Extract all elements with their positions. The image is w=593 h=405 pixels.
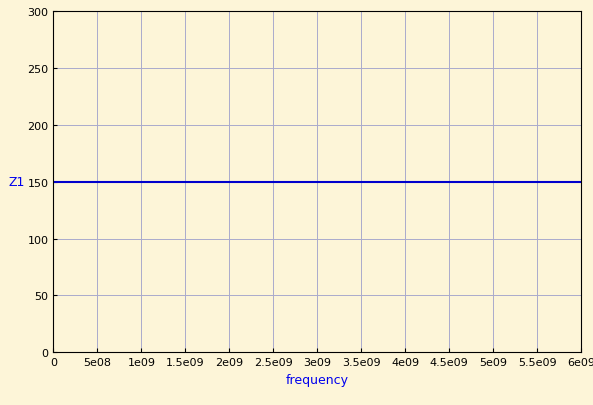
Y-axis label: Z1: Z1 (8, 176, 24, 189)
X-axis label: frequency: frequency (286, 373, 349, 386)
